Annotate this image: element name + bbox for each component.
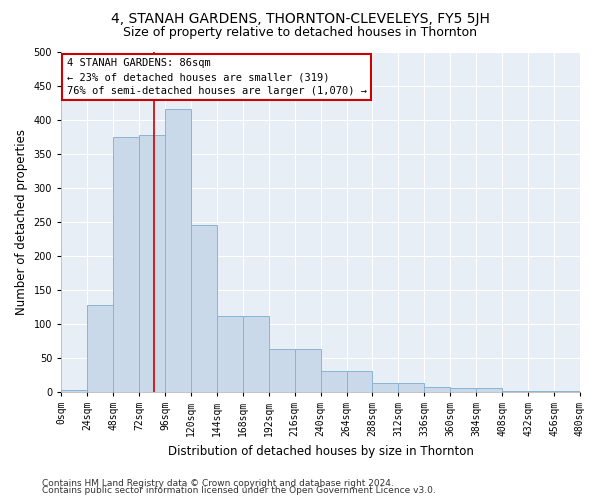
- Bar: [424, 387, 451, 392]
- Bar: [269, 349, 295, 392]
- Bar: [165, 110, 191, 392]
- Bar: [295, 349, 320, 392]
- Bar: [113, 136, 139, 392]
- Text: Size of property relative to detached houses in Thornton: Size of property relative to detached ho…: [123, 26, 477, 39]
- Bar: [347, 372, 373, 392]
- Text: Contains HM Land Registry data © Crown copyright and database right 2024.: Contains HM Land Registry data © Crown c…: [42, 478, 394, 488]
- Bar: [217, 316, 243, 392]
- Bar: [87, 304, 113, 392]
- Bar: [528, 390, 554, 392]
- Bar: [398, 383, 424, 392]
- Bar: [373, 383, 398, 392]
- Bar: [243, 316, 269, 392]
- Bar: [61, 390, 87, 392]
- Text: 4, STANAH GARDENS, THORNTON-CLEVELEYS, FY5 5JH: 4, STANAH GARDENS, THORNTON-CLEVELEYS, F…: [110, 12, 490, 26]
- Bar: [502, 390, 528, 392]
- Bar: [451, 388, 476, 392]
- Bar: [320, 372, 347, 392]
- Bar: [554, 391, 580, 392]
- Bar: [191, 225, 217, 392]
- X-axis label: Distribution of detached houses by size in Thornton: Distribution of detached houses by size …: [167, 444, 473, 458]
- Bar: [476, 388, 502, 392]
- Bar: [139, 134, 165, 392]
- Text: 4 STANAH GARDENS: 86sqm
← 23% of detached houses are smaller (319)
76% of semi-d: 4 STANAH GARDENS: 86sqm ← 23% of detache…: [67, 58, 367, 96]
- Text: Contains public sector information licensed under the Open Government Licence v3: Contains public sector information licen…: [42, 486, 436, 495]
- Y-axis label: Number of detached properties: Number of detached properties: [15, 128, 28, 314]
